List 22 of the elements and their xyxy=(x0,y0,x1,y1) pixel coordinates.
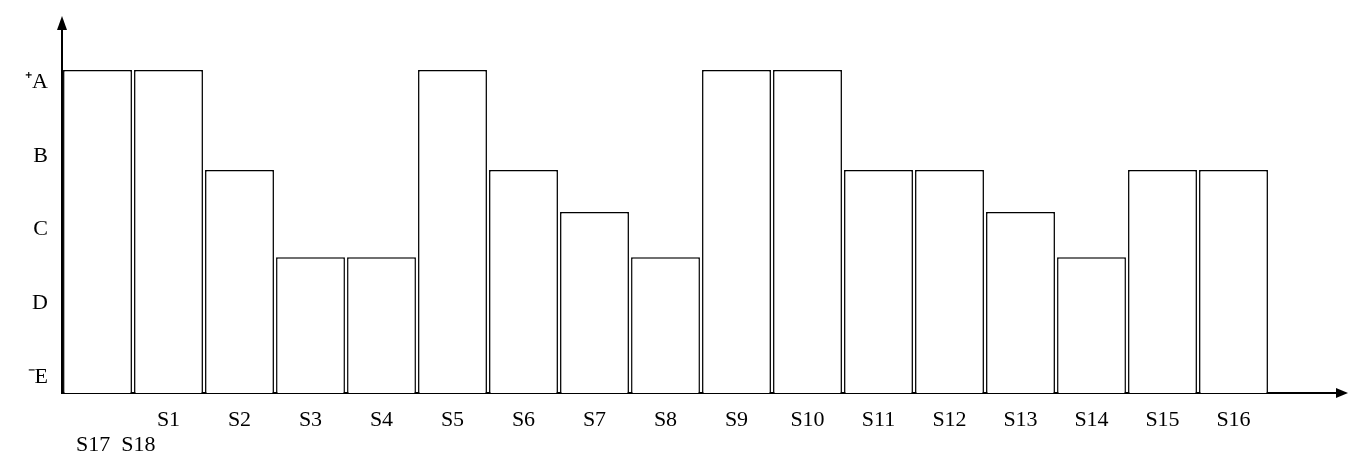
text: D xyxy=(32,289,48,315)
text: ⁻E xyxy=(27,362,48,388)
x-tick-label: S1 xyxy=(156,405,181,431)
text: S17 S18 xyxy=(76,430,156,456)
x-tick-label: S8 xyxy=(653,405,678,431)
x-tick-label: S3 xyxy=(298,405,323,431)
x-tick-label: S7 xyxy=(582,405,607,431)
x-tick-label: S9 xyxy=(724,405,749,431)
x-tick-label: S6 xyxy=(511,405,536,431)
x-tick-label: S16 xyxy=(1216,405,1251,431)
text: B xyxy=(33,141,48,167)
text: C xyxy=(33,215,48,241)
text: ⁺A xyxy=(25,68,49,94)
x-tick-label: S15 xyxy=(1145,405,1180,431)
x-tick-label: S11 xyxy=(861,405,896,431)
x-tick-label: S12 xyxy=(932,405,967,431)
x-tick-label: S5 xyxy=(440,405,465,431)
x-tick-label: S4 xyxy=(369,405,394,431)
x-tick-label: S10 xyxy=(790,405,825,431)
x-tick-label: S13 xyxy=(1003,405,1038,431)
x-tick-label: S2 xyxy=(227,405,252,431)
x-tick-label: S14 xyxy=(1074,405,1109,431)
